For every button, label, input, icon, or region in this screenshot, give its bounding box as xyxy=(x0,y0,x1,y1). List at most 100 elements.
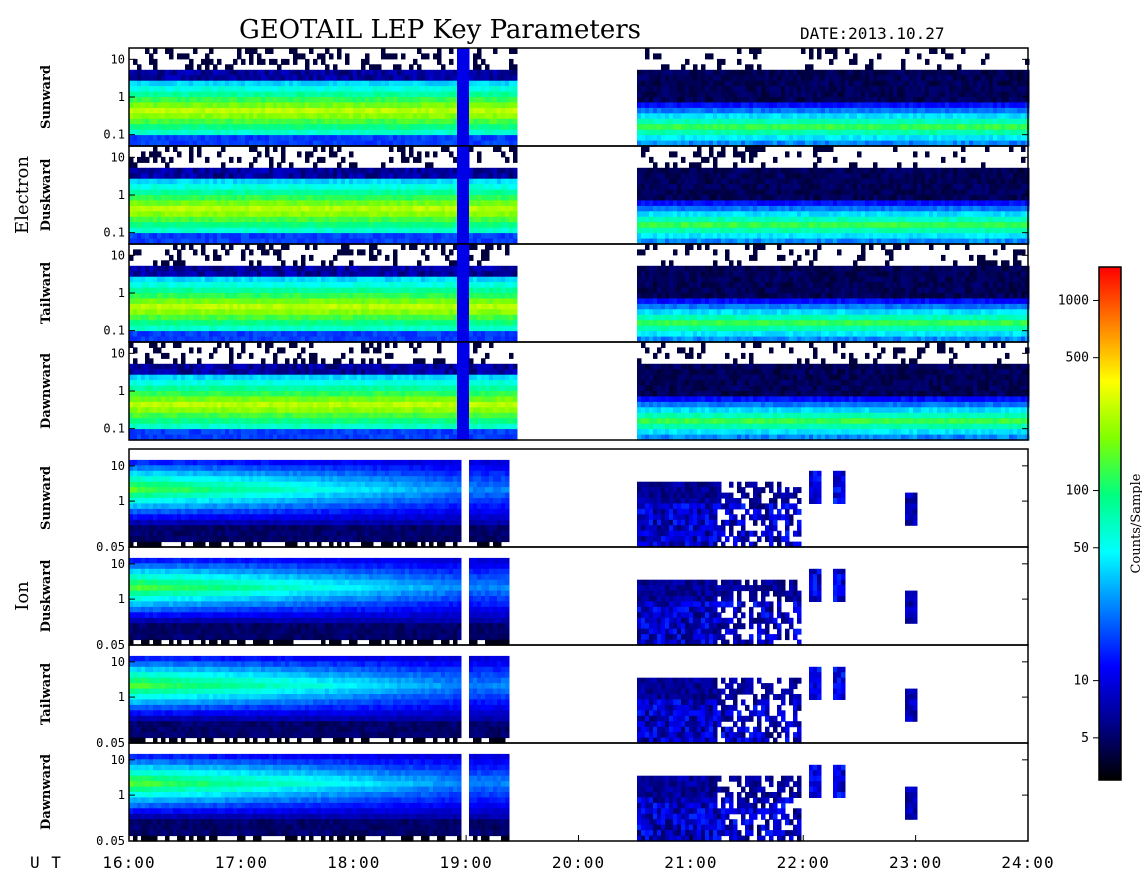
spectrogram-cell xyxy=(385,124,390,130)
spectrogram-cell xyxy=(265,102,270,108)
spectrogram-cell xyxy=(213,217,218,223)
spectrogram-cell xyxy=(201,184,206,190)
spectrogram-cell xyxy=(201,130,206,136)
spectrogram-cell xyxy=(217,195,222,201)
spectrogram-cell xyxy=(821,135,826,141)
spectrogram-cell xyxy=(801,70,806,76)
spectrogram-cell xyxy=(457,53,462,59)
spectrogram-cell xyxy=(761,119,766,125)
spectrogram-cell xyxy=(453,211,458,217)
spectrogram-cell xyxy=(781,108,786,114)
spectrogram-cell xyxy=(265,97,270,103)
spectrogram-cell xyxy=(277,195,282,201)
spectrogram-cell xyxy=(829,70,834,76)
spectrogram-cell xyxy=(941,119,946,125)
spectrogram-cell xyxy=(345,75,350,81)
spectrogram-cell xyxy=(641,113,646,119)
spectrogram-cell xyxy=(253,81,258,87)
spectrogram-cell xyxy=(301,102,306,108)
spectrogram-cell xyxy=(149,222,154,228)
spectrogram-cell xyxy=(769,113,774,119)
spectrogram-cell xyxy=(373,195,378,201)
spectrogram-cell xyxy=(253,146,258,152)
spectrogram-cell xyxy=(721,59,726,65)
spectrogram-cell xyxy=(473,97,478,103)
spectrogram-cell xyxy=(837,102,842,108)
spectrogram-cell xyxy=(997,86,1002,92)
spectrogram-cell xyxy=(657,53,662,59)
spectrogram-cell xyxy=(153,222,158,228)
spectrogram-cell xyxy=(229,86,234,92)
spectrogram-cell xyxy=(753,70,758,76)
spectrogram-cell xyxy=(217,97,222,103)
spectrogram-cell xyxy=(905,86,910,92)
spectrogram-cell xyxy=(477,53,482,59)
spectrogram-cell xyxy=(933,130,938,136)
spectrogram-cell xyxy=(945,113,950,119)
spectrogram-cell xyxy=(397,92,402,98)
spectrogram-cell xyxy=(957,97,962,103)
spectrogram-cell xyxy=(665,64,670,70)
spectrogram-cell xyxy=(757,102,762,108)
spectrogram-cell xyxy=(769,97,774,103)
spectrogram-cell xyxy=(449,179,454,185)
spectrogram-cell xyxy=(785,97,790,103)
spectrogram-cell xyxy=(137,173,142,179)
spectrogram-cell xyxy=(317,108,322,114)
spectrogram-cell xyxy=(693,195,698,201)
spectrogram-cell xyxy=(245,228,250,234)
spectrogram-cell xyxy=(265,228,270,234)
spectrogram-cell xyxy=(393,64,398,70)
spectrogram-cell xyxy=(513,195,518,201)
spectrogram-cell xyxy=(861,108,866,114)
spectrogram-cell xyxy=(777,97,782,103)
spectrogram-cell xyxy=(277,102,282,108)
spectrogram-cell xyxy=(473,222,478,228)
spectrogram-cell xyxy=(777,206,782,212)
spectrogram-cell xyxy=(233,102,238,108)
spectrogram-cell xyxy=(257,102,262,108)
spectrogram-cell xyxy=(269,222,274,228)
spectrogram-cell xyxy=(157,70,162,76)
spectrogram-cell xyxy=(777,130,782,136)
spectrogram-cell xyxy=(381,81,386,87)
spectrogram-cell xyxy=(381,53,386,59)
spectrogram-cell xyxy=(413,190,418,196)
spectrogram-cell xyxy=(285,102,290,108)
spectrogram-cell xyxy=(245,211,250,217)
spectrogram-cell xyxy=(285,190,290,196)
spectrogram-cell xyxy=(321,75,326,81)
spectrogram-cell xyxy=(373,130,378,136)
spectrogram-cell xyxy=(345,124,350,130)
spectrogram-cell xyxy=(377,195,382,201)
spectrogram-cell xyxy=(941,124,946,130)
spectrogram-cell xyxy=(929,75,934,81)
spectrogram-cell xyxy=(505,190,510,196)
spectrogram-cell xyxy=(401,86,406,92)
spectrogram-cell xyxy=(221,146,226,152)
spectrogram-cell xyxy=(773,108,778,114)
spectrogram-cell xyxy=(741,206,746,212)
spectrogram-cell xyxy=(761,130,766,136)
spectrogram-cell xyxy=(673,135,678,141)
spectrogram-cell xyxy=(925,102,930,108)
spectrogram-cell xyxy=(437,75,442,81)
spectrogram-cell xyxy=(377,64,382,70)
spectrogram-cell xyxy=(177,97,182,103)
spectrogram-cell xyxy=(797,168,802,174)
spectrogram-cell xyxy=(301,108,306,114)
spectrogram-cell xyxy=(509,233,514,239)
spectrogram-cell xyxy=(509,70,514,76)
spectrogram-cell xyxy=(409,86,414,92)
spectrogram-cell xyxy=(925,108,930,114)
spectrogram-cell xyxy=(181,86,186,92)
spectrogram-cell xyxy=(677,108,682,114)
spectrogram-cell xyxy=(477,217,482,223)
spectrogram-cell xyxy=(261,92,266,98)
spectrogram-cell xyxy=(165,195,170,201)
spectrogram-cell xyxy=(961,97,966,103)
spectrogram-cell xyxy=(289,119,294,125)
spectrogram-cell xyxy=(637,81,642,87)
spectrogram-cell xyxy=(293,102,298,108)
spectrogram-cell xyxy=(445,217,450,223)
